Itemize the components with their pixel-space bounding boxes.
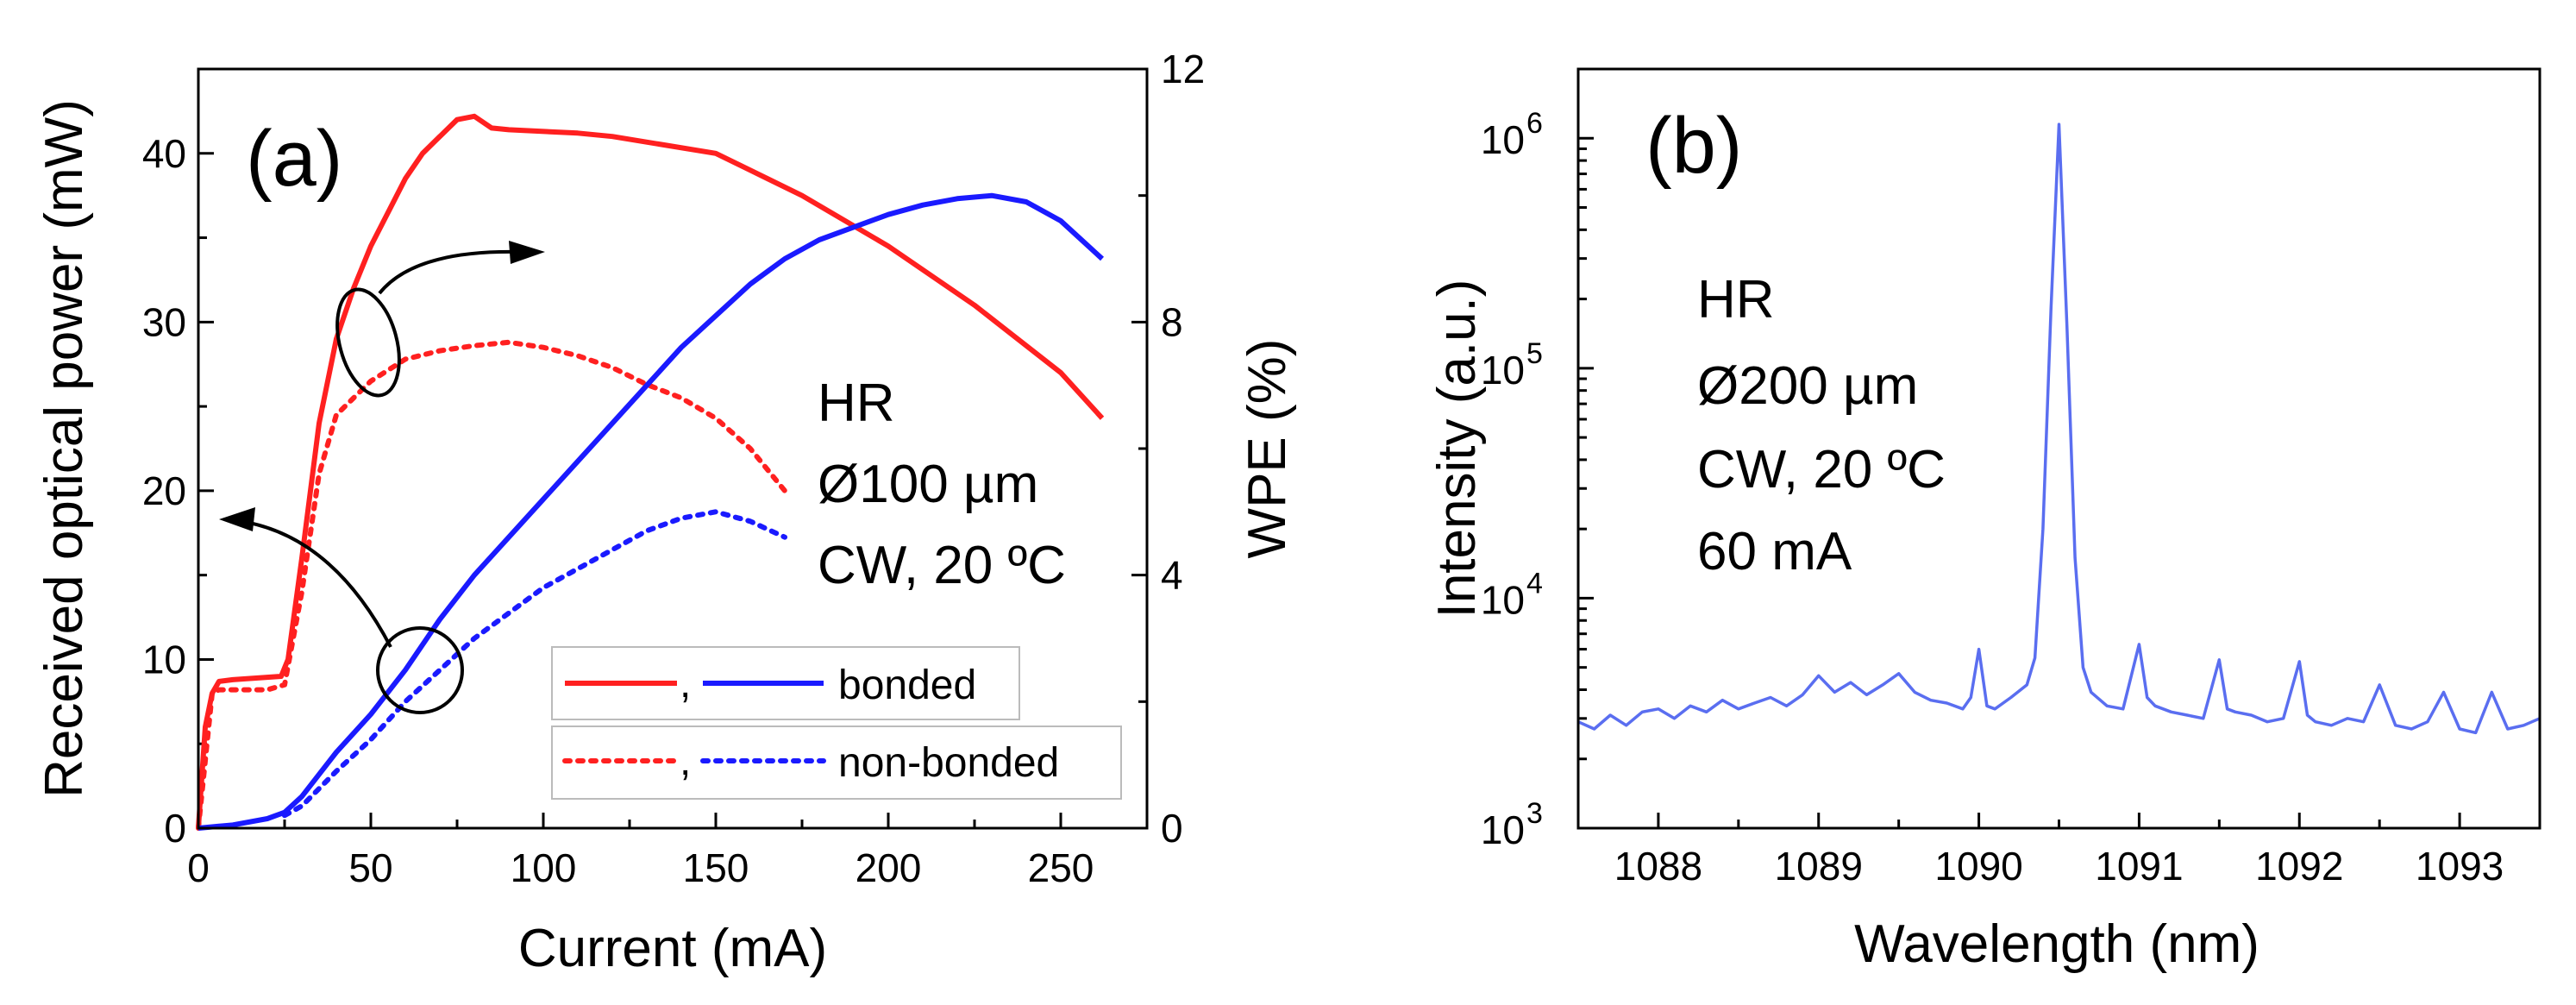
panel-a-x-tick-labels: 0 50 100 150 200 250 xyxy=(187,845,1094,890)
panel-b-x-tick-label: 1088 xyxy=(1614,844,1702,889)
legend-bonded-text: bonded xyxy=(838,663,976,708)
panel-b-y-tick-exponent: 6 xyxy=(1526,107,1543,140)
panel-b-annotation-line-2: Ø200 µm xyxy=(1697,356,1918,416)
panel-b-x-tick-label: 1091 xyxy=(2095,844,2183,889)
panel-b-y-tick-exponent: 5 xyxy=(1526,337,1543,370)
panel-b-y-tick-exponent: 4 xyxy=(1526,567,1543,600)
panel-a: 0 50 100 150 200 250 0 10 20 30 40 0 4 8 12 Current … xyxy=(34,47,1297,978)
panel-a-y-left-tick-labels: 0 10 20 30 40 xyxy=(142,131,186,851)
panel-a-x-tick-label: 200 xyxy=(856,845,922,890)
panel-a-y-right-tick-label: 12 xyxy=(1161,47,1205,91)
panel-b-y-axis-title: Intensity (a.u.) xyxy=(1427,280,1487,619)
power-axis-arrowhead xyxy=(219,507,255,531)
panel-a-y-right-tick-labels: 0 4 8 12 xyxy=(1161,47,1205,851)
panel-a-x-tick-label: 50 xyxy=(348,845,392,890)
panel-a-label: (a) xyxy=(246,115,342,203)
panel-a-x-axis-title: Current (mA) xyxy=(518,919,827,978)
legend-non-bonded-text: non-bonded xyxy=(838,740,1059,786)
wpe-axis-arrow xyxy=(378,249,518,295)
panel-a-y-left-tick-label: 30 xyxy=(142,299,186,344)
panel-a-y-right-tick-label: 8 xyxy=(1161,299,1183,344)
panel-a-x-tick-label: 250 xyxy=(1028,845,1094,890)
panel-a-y-left-axis-title: Received optical power (mW) xyxy=(34,99,94,798)
panel-a-x-tick-label: 100 xyxy=(511,845,577,890)
panel-a-series xyxy=(196,113,1105,831)
power-non-bonded-line xyxy=(196,339,787,831)
panel-b-y-tick-label: 10 xyxy=(1481,117,1525,162)
legend-non-bonded: , non-bonded xyxy=(551,725,1122,800)
panel-a-x-tick-label: 150 xyxy=(683,845,749,890)
panel-a-y-left-tick-label: 20 xyxy=(142,468,186,513)
panel-a-annotation-line-1: HR xyxy=(818,374,895,433)
wpe-curves-ellipse xyxy=(335,287,401,398)
panel-b-plot-frame xyxy=(1576,67,2542,830)
panel-a-annotation-line-2: Ø100 µm xyxy=(818,455,1038,514)
panel-b-x-tick-label: 1089 xyxy=(1775,844,1863,889)
panel-a-plot-frame xyxy=(197,67,1149,830)
panel-a-y-left-tick-label: 40 xyxy=(142,131,186,176)
power-axis-arrow xyxy=(223,518,392,648)
panel-a-y-left-tick-label: 10 xyxy=(142,637,186,682)
panel-a-x-tick-label: 0 xyxy=(187,845,210,890)
legend-bonded: , bonded xyxy=(551,646,1020,720)
panel-a-annotation-line-3: CW, 20 ºC xyxy=(818,536,1066,595)
panel-b-x-tick-label: 1092 xyxy=(2255,844,2343,889)
panel-b-annotation-line-3: CW, 20 ºC xyxy=(1697,440,1946,499)
power-bonded-line xyxy=(196,113,1105,829)
panel-a-y-right-axis-title: WPE (%) xyxy=(1238,339,1297,559)
panel-b-x-tick-label: 1093 xyxy=(2416,844,2504,889)
panel-b-x-tick-label: 1090 xyxy=(1934,844,2022,889)
panel-a-y-right-tick-label: 4 xyxy=(1161,553,1183,598)
legend-bonded-separator: , xyxy=(680,661,691,707)
panel-a-y-left-tick-label: 0 xyxy=(164,806,186,851)
panel-b-y-tick-label: 10 xyxy=(1481,577,1525,622)
wpe-axis-arrowhead xyxy=(509,241,545,264)
panel-b-y-tick-exponent: 3 xyxy=(1526,797,1543,830)
spectrum-line xyxy=(1577,122,2541,735)
panel-b-y-tick-label: 10 xyxy=(1481,348,1525,393)
panel-b-label: (b) xyxy=(1645,102,1742,190)
panel-b-x-axis-title: Wavelength (nm) xyxy=(1854,914,2259,974)
panel-b-x-tick-labels: 1088 1089 1090 1091 1092 1093 xyxy=(1614,844,2504,889)
wpe-bonded-line xyxy=(197,192,1105,831)
legend-non-bonded-separator: , xyxy=(680,738,691,784)
panel-a-y-right-tick-label: 0 xyxy=(1161,806,1183,851)
panel-b-y-tick-label: 10 xyxy=(1481,807,1525,852)
wpe-non-bonded-line xyxy=(282,509,787,819)
panel-b-annotation-line-4: 60 mA xyxy=(1697,522,1852,581)
panel-b-series xyxy=(1577,122,2541,735)
panel-b-annotation-line-1: HR xyxy=(1697,270,1775,330)
power-curves-ellipse xyxy=(376,626,464,714)
